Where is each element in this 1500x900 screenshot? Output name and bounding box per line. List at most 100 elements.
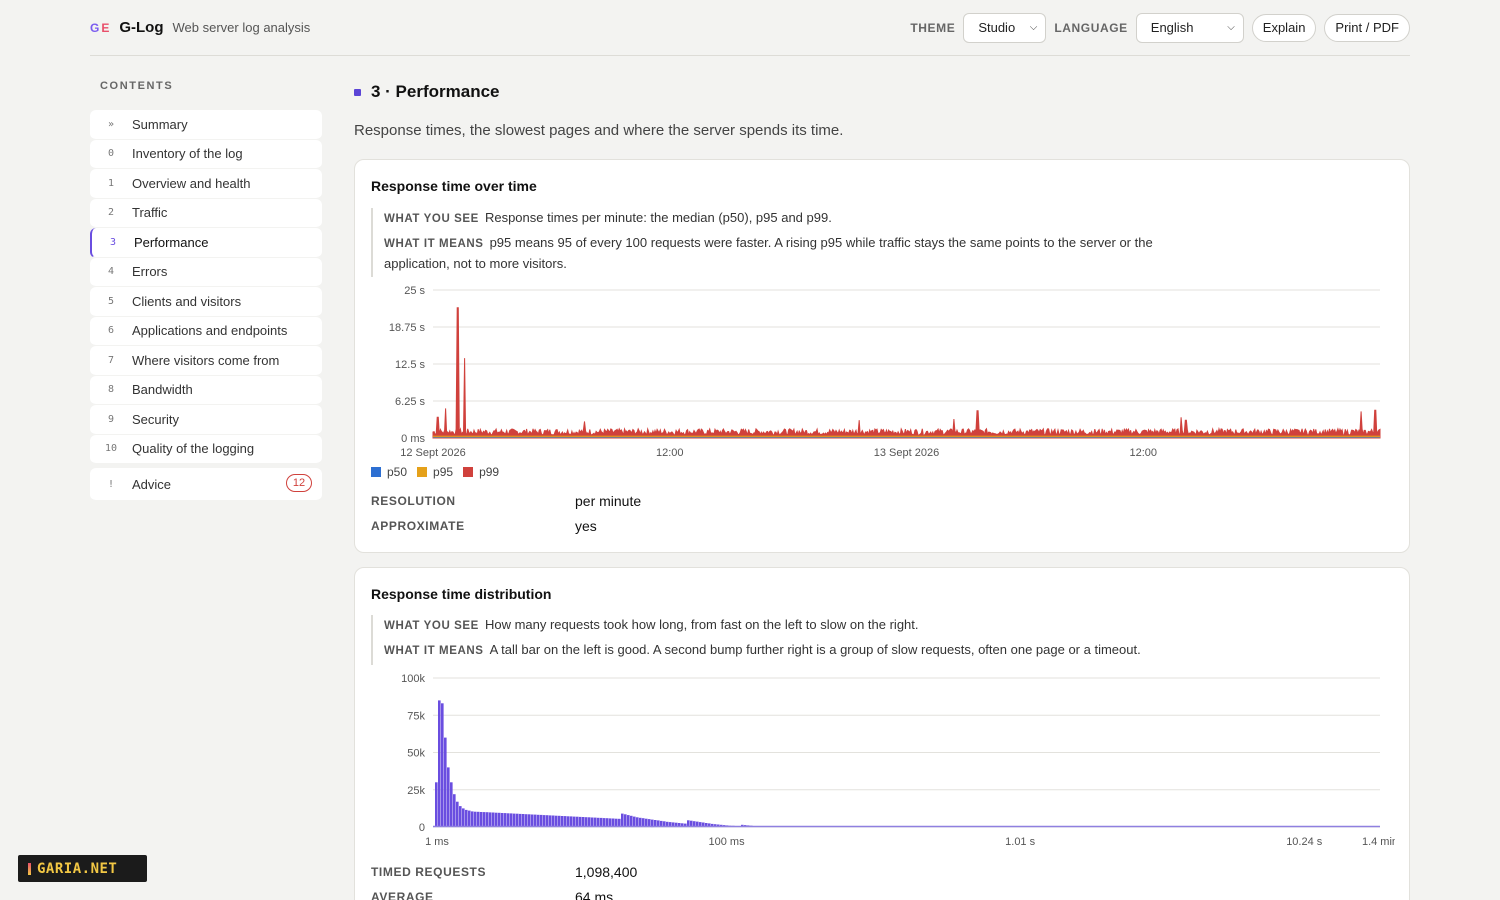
resolution-label: RESOLUTION bbox=[371, 493, 456, 508]
distribution-bar bbox=[495, 812, 498, 827]
sidebar-item-performance[interactable]: 3 Performance bbox=[90, 228, 322, 258]
x-tick-label: 100 ms bbox=[709, 836, 746, 848]
distribution-bar bbox=[474, 811, 477, 827]
distribution-bar bbox=[672, 822, 675, 827]
section-title: 3 · Performance bbox=[371, 82, 500, 101]
distribution-bar bbox=[483, 812, 486, 827]
sidebar-item-advice[interactable]: ! Advice 12 bbox=[90, 468, 322, 501]
sidebar-item-quality-of-the-logging[interactable]: 10 Quality of the logging bbox=[90, 434, 322, 464]
distribution-bar bbox=[624, 814, 627, 827]
sidebar-item-inventory-of-the-log[interactable]: 0 Inventory of the log bbox=[90, 139, 322, 169]
sidebar-item-number: 3 bbox=[109, 236, 117, 248]
distribution-bar bbox=[435, 782, 438, 827]
distribution-bar bbox=[555, 815, 558, 827]
section-description: Response times, the slowest pages and wh… bbox=[354, 122, 844, 139]
watermark-bar-icon bbox=[28, 862, 31, 875]
sidebar-item-clients-and-visitors[interactable]: 5 Clients and visitors bbox=[90, 287, 322, 317]
distribution-bar bbox=[585, 817, 588, 827]
response-time-card: Response time over time WHAT YOU SEE Resp… bbox=[354, 159, 1410, 553]
chart-meta: RESOLUTION per minute APPROXIMATE yes bbox=[371, 488, 641, 538]
x-tick-label: 1.4 min bbox=[1362, 836, 1395, 848]
distribution-bar bbox=[525, 814, 528, 827]
distribution-bar bbox=[615, 818, 618, 827]
distribution-bar bbox=[438, 700, 441, 827]
sidebar-item-traffic[interactable]: 2 Traffic bbox=[90, 198, 322, 228]
theme-select[interactable]: Studio ⌵ bbox=[963, 12, 1047, 43]
distribution-bar bbox=[534, 814, 537, 827]
distribution-bar bbox=[642, 818, 645, 827]
y-tick-label: 6.25 s bbox=[395, 396, 425, 408]
distribution-bar bbox=[651, 819, 654, 828]
p95-series bbox=[433, 435, 1380, 438]
timed-requests-label: TIMED REQUESTS bbox=[371, 864, 487, 879]
sidebar-item-where-visitors-come-from[interactable]: 7 Where visitors come from bbox=[90, 346, 322, 376]
sidebar-item-label: Bandwidth bbox=[132, 382, 193, 398]
resolution-value: per minute bbox=[575, 492, 642, 509]
distribution-bar bbox=[570, 816, 573, 827]
distribution-bar bbox=[573, 816, 576, 827]
distribution-bar bbox=[591, 817, 594, 827]
explanation-box: WHAT YOU SEE How many requests took how l… bbox=[371, 615, 1191, 665]
sidebar-item-label: Inventory of the log bbox=[132, 146, 243, 162]
legend-label-p95: p95 bbox=[433, 465, 454, 479]
y-tick-label: 0 ms bbox=[401, 433, 425, 445]
legend-label-p99: p99 bbox=[479, 465, 500, 479]
sidebar-item-label: Errors bbox=[132, 264, 168, 280]
distribution-bar bbox=[459, 806, 462, 827]
distribution-bar bbox=[510, 813, 513, 827]
sidebar-item-summary[interactable]: » Summary bbox=[90, 110, 322, 140]
explain-button[interactable]: Explain bbox=[1251, 13, 1317, 42]
distribution-bar bbox=[456, 801, 459, 827]
distribution-bar bbox=[621, 813, 624, 827]
x-tick-label: 1 ms bbox=[425, 836, 449, 848]
language-label: LANGUAGE bbox=[1054, 20, 1128, 35]
y-tick-label: 25 s bbox=[404, 285, 425, 297]
distribution-bar bbox=[678, 823, 681, 827]
distribution-bar bbox=[618, 818, 621, 827]
sidebar-item-bandwidth[interactable]: 8 Bandwidth bbox=[90, 375, 322, 405]
distribution-bar bbox=[465, 809, 468, 827]
average-label: AVERAGE bbox=[371, 889, 434, 900]
distribution-bar bbox=[528, 814, 531, 827]
theme-label: THEME bbox=[910, 20, 956, 35]
distribution-bar bbox=[630, 815, 633, 827]
distribution-bar bbox=[612, 818, 615, 827]
distribution-bar bbox=[669, 822, 672, 827]
sidebar-item-label: Security bbox=[132, 411, 179, 427]
x-tick-label: 12 Sept 2026 bbox=[400, 447, 465, 459]
language-select[interactable]: English ⌵ bbox=[1135, 12, 1244, 43]
legend-item-p99: p99 bbox=[463, 465, 499, 479]
sidebar-item-overview-and-health[interactable]: 1 Overview and health bbox=[90, 169, 322, 199]
sidebar-item-applications-and-endpoints[interactable]: 6 Applications and endpoints bbox=[90, 316, 322, 346]
y-tick-label: 100k bbox=[401, 673, 425, 685]
sidebar-item-errors[interactable]: 4 Errors bbox=[90, 257, 322, 287]
app-title: G-Log bbox=[119, 19, 164, 36]
x-tick-label: 13 Sept 2026 bbox=[874, 447, 939, 459]
y-tick-label: 75k bbox=[407, 710, 425, 722]
approximate-label: APPROXIMATE bbox=[371, 518, 465, 533]
distribution-bar bbox=[543, 815, 546, 827]
sidebar-item-number: 4 bbox=[107, 266, 115, 278]
section-header: 3 · Performance bbox=[354, 82, 500, 102]
distribution-bar bbox=[477, 811, 480, 827]
sidebar-item-label: Traffic bbox=[132, 205, 168, 221]
distribution-bar bbox=[480, 812, 483, 827]
sidebar-item-security[interactable]: 9 Security bbox=[90, 405, 322, 435]
distribution-bar bbox=[681, 823, 684, 827]
contents-heading: CONTENTS bbox=[100, 80, 174, 92]
distribution-bar bbox=[492, 812, 495, 827]
sidebar-item-label: Summary bbox=[132, 116, 188, 132]
distribution-bar bbox=[693, 821, 696, 827]
distribution-bar bbox=[537, 814, 540, 827]
distribution-bar bbox=[660, 820, 663, 827]
response-time-chart: 0 ms 6.25 s 12.5 s 18.75 s 25 s 12 Sept 2026 1… bbox=[389, 285, 1381, 459]
distribution-bar bbox=[558, 815, 561, 827]
print-pdf-button[interactable]: Print / PDF bbox=[1324, 13, 1410, 42]
distribution-bar bbox=[531, 814, 534, 827]
distribution-meta: TIMED REQUESTS 1,098,400 AVERAGE 64 ms bbox=[371, 859, 637, 900]
distribution-bar bbox=[708, 823, 711, 827]
distribution-bar bbox=[516, 813, 519, 827]
chart-legend: p50 p95 p99 bbox=[371, 465, 499, 479]
y-tick-label: 0 bbox=[419, 822, 425, 834]
approximate-value: yes bbox=[575, 517, 597, 534]
